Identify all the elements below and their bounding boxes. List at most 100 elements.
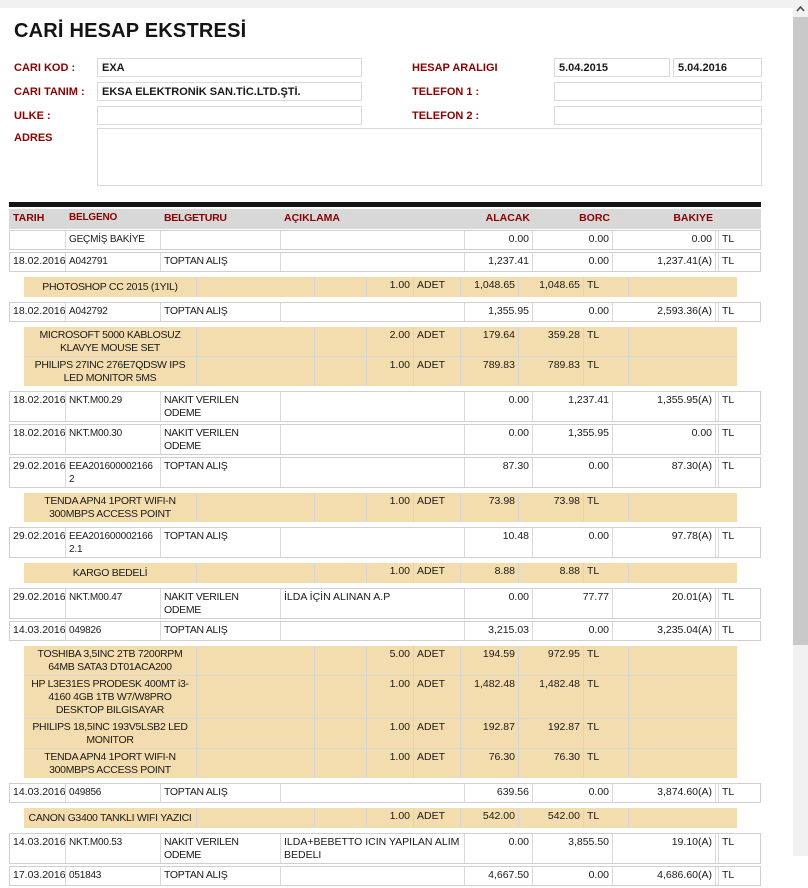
table-row: 29.02.2016 EEA2016000021662.1 TOPTAN ALIŞ 1…: [9, 527, 761, 558]
detail-unit-price: 542.00: [461, 808, 519, 828]
detail-spacer: [197, 676, 315, 718]
detail-currency: TL: [584, 493, 629, 522]
cell-bakiye: 1,237.41(A): [613, 253, 716, 271]
detail-spacer: [629, 749, 737, 778]
cell-currency: TL: [718, 425, 760, 454]
cell-currency: TL: [718, 458, 760, 487]
cell-alacak: 1,355.95: [465, 303, 533, 321]
detail-spacer: [315, 719, 367, 748]
cell-alacak: 0.00: [465, 425, 533, 454]
table-row: 18.02.2016 NKT.M00.29 NAKIT VERILEN ODEME 0…: [9, 391, 761, 422]
cell-borc: 1,237.41: [533, 392, 613, 421]
detail-total: 76.30: [519, 749, 584, 778]
detail-unit-price: 789.83: [461, 357, 519, 386]
hesap-start-input[interactable]: [554, 58, 670, 77]
detail-total: 789.83: [519, 357, 584, 386]
detail-quantity: 1.00: [367, 357, 414, 386]
top-strip: [0, 0, 793, 8]
cell-bakiye: 0.00: [613, 425, 716, 454]
detail-unit-price: 8.88: [461, 563, 519, 583]
ulke-input[interactable]: [97, 106, 362, 125]
detail-total: 1,048.65: [519, 277, 584, 297]
cell-tarih: 29.02.2016: [10, 528, 66, 557]
cell-borc: 0.00: [533, 303, 613, 321]
detail-spacer: [315, 646, 367, 675]
detail-spacer: [629, 357, 737, 386]
detail-quantity: 1.00: [367, 719, 414, 748]
cell-belgeno: EEA2016000021662.1: [66, 528, 161, 557]
scroll-up-button[interactable]: [793, 0, 808, 17]
detail-total: 1,482.48: [519, 676, 584, 718]
cell-bakiye: 3,235.04(A): [613, 622, 716, 640]
detail-currency: TL: [584, 719, 629, 748]
vertical-scrollbar[interactable]: [793, 0, 808, 856]
detail-spacer: [629, 563, 737, 583]
cell-tarih: 14.03.2016: [10, 622, 66, 640]
detail-total: 8.88: [519, 563, 584, 583]
table-row: GEÇMİŞ BAKİYE 0.00 0.00 0.00 TL: [9, 230, 761, 250]
cell-belgeno: 051843: [66, 867, 161, 885]
scrollbar-thumb[interactable]: [793, 17, 808, 645]
cell-currency: TL: [718, 253, 760, 271]
cell-borc: 0.00: [533, 253, 613, 271]
detail-block: MICROSOFT 5000 KABLOSUZ KLAVYE MOUSE SET…: [24, 327, 737, 386]
detail-spacer: [629, 277, 737, 297]
detail-quantity: 1.00: [367, 808, 414, 828]
cell-aciklama: [281, 867, 465, 885]
detail-quantity: 1.00: [367, 749, 414, 778]
detail-description: TENDA APN4 1PORT WIFI-N 300MBPS ACCESS P…: [24, 749, 197, 778]
cell-belgeturu: TOPTAN ALIŞ: [161, 253, 281, 271]
cell-currency: TL: [718, 834, 760, 863]
detail-description: PHOTOSHOP CC 2015 (1YIL): [24, 277, 197, 297]
table-body: GEÇMİŞ BAKİYE 0.00 0.00 0.00 TL 18.02.2016 A04…: [9, 230, 763, 888]
cell-belgeno: NKT.M00.30: [66, 425, 161, 454]
telefon2-label: TELEFON 2 :: [412, 110, 480, 122]
detail-block: PHOTOSHOP CC 2015 (1YIL) 1.00 ADET 1,048.65…: [24, 277, 737, 297]
detail-row: PHILIPS 27INC 276E7QDSW IPS LED MONITOR …: [24, 357, 737, 386]
cell-currency: TL: [718, 867, 760, 885]
detail-currency: TL: [584, 749, 629, 778]
cell-alacak: 0.00: [465, 834, 533, 863]
adres-textarea[interactable]: [97, 128, 762, 186]
cari-kod-label: CARI KOD :: [14, 62, 76, 74]
cell-belgeturu: TOPTAN ALIŞ: [161, 622, 281, 640]
detail-spacer: [197, 563, 315, 583]
detail-currency: TL: [584, 808, 629, 828]
detail-unit: ADET: [414, 327, 461, 356]
cari-kod-input[interactable]: [97, 58, 362, 77]
detail-unit: ADET: [414, 357, 461, 386]
cell-tarih: 17.03.2016: [10, 867, 66, 885]
table-row: 18.02.2016 A042792 TOPTAN ALIŞ 1,355.95 0.00…: [9, 302, 761, 322]
telefon1-input[interactable]: [554, 82, 762, 101]
detail-block: TOSHIBA 3,5INC 2TB 7200RPM 64MB SATA3 DT…: [24, 646, 737, 778]
cell-tarih: 18.02.2016: [10, 392, 66, 421]
detail-spacer: [315, 563, 367, 583]
cell-alacak: 0.00: [465, 589, 533, 618]
detail-total: 972.95: [519, 646, 584, 675]
detail-quantity: 1.00: [367, 493, 414, 522]
cell-borc: 77.77: [533, 589, 613, 618]
header-aciklama: AÇIKLAMA: [284, 212, 340, 224]
cell-currency: TL: [718, 528, 760, 557]
cell-currency: TL: [718, 589, 760, 618]
detail-spacer: [629, 719, 737, 748]
cell-borc: 3,855.50: [533, 834, 613, 863]
telefon2-input[interactable]: [554, 106, 762, 125]
cell-belgeno: A042791: [66, 253, 161, 271]
cell-bakiye: 19.10(A): [613, 834, 716, 863]
hesap-end-input[interactable]: [673, 58, 762, 77]
table-row: 29.02.2016 EEA2016000021662 TOPTAN ALIŞ 87.…: [9, 457, 761, 488]
cell-belgeno: NKT.M00.47: [66, 589, 161, 618]
detail-row: MICROSOFT 5000 KABLOSUZ KLAVYE MOUSE SET…: [24, 327, 737, 357]
detail-spacer: [197, 357, 315, 386]
cell-borc: 0.00: [533, 784, 613, 802]
cari-tanim-input[interactable]: [97, 82, 362, 101]
detail-description: TENDA APN4 1PORT WIFI-N 300MBPS ACCESS P…: [24, 493, 197, 522]
telefon1-label: TELEFON 1 :: [412, 86, 480, 98]
detail-spacer: [197, 646, 315, 675]
cell-belgeno: NKT.M00.29: [66, 392, 161, 421]
detail-row: TOSHIBA 3,5INC 2TB 7200RPM 64MB SATA3 DT…: [24, 646, 737, 676]
table-top-rule: [9, 202, 761, 207]
cell-aciklama: [281, 528, 465, 557]
cell-aciklama: ILDA+BEBETTO ICIN YAPILAN ALIM BEDELI: [281, 834, 465, 863]
